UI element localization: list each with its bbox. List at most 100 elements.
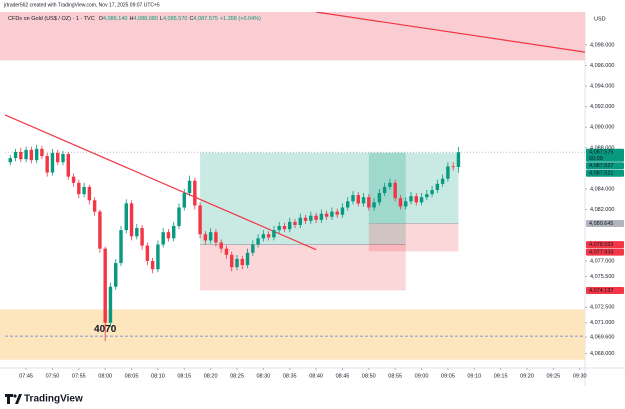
candle-body	[372, 202, 376, 208]
price-badge	[586, 169, 624, 177]
candle-body	[367, 197, 371, 208]
candle-body	[124, 203, 128, 231]
candle-body	[456, 152, 461, 167]
annotation: 4070	[94, 324, 117, 335]
candle-body	[156, 244, 160, 270]
y-tick-label: 4,098.000	[590, 42, 614, 48]
candle-body	[161, 232, 165, 245]
candle-body	[361, 197, 366, 204]
price-badge-label: 4,078.593	[589, 242, 613, 248]
price-badge	[586, 286, 624, 294]
candle-body	[187, 180, 192, 194]
trendline	[4, 114, 317, 251]
candle-body	[266, 234, 271, 238]
y-tick-label: 4,092.000	[590, 104, 614, 110]
x-tick-label: 07:55	[72, 373, 86, 379]
candle-body	[261, 234, 266, 239]
x-tick-label: 09:25	[546, 373, 560, 379]
candle-body	[82, 186, 86, 195]
plot	[0, 12, 585, 360]
candle-body	[277, 226, 281, 231]
candle-body	[193, 180, 197, 206]
candle-body	[135, 228, 139, 237]
x-tick-label: 08:35	[283, 373, 297, 379]
candle-body	[398, 198, 403, 207]
y-tick-label: 4,068.000	[590, 351, 614, 357]
candle-body	[340, 207, 345, 215]
logo-icon	[5, 394, 22, 404]
price-badge	[586, 241, 624, 249]
x-tick-label: 08:00	[98, 373, 112, 379]
position-profit	[368, 152, 459, 224]
x-tick-label: 08:15	[177, 373, 191, 379]
legend-key: H	[129, 16, 133, 22]
legend-key: C	[189, 16, 193, 22]
candle-body	[388, 182, 392, 187]
candle-body	[419, 197, 424, 203]
candle-body	[119, 230, 123, 264]
candle-body	[240, 258, 244, 266]
credit: jrtrader562 created with TradingView.com…	[3, 2, 160, 8]
currency: USD	[594, 16, 606, 22]
x-tick-label: 09:15	[494, 373, 508, 379]
candle-body	[108, 286, 113, 323]
price-badge-label: 4,087.527	[589, 163, 613, 169]
price-badge-label: 4,087.521	[589, 171, 613, 177]
candle-body	[293, 221, 297, 225]
price-badge-label: 4,080.645	[589, 221, 613, 227]
candle-body	[256, 238, 260, 245]
candle-body	[351, 195, 355, 202]
candle-body	[198, 205, 202, 235]
legend-value: 4,087.575	[193, 16, 217, 22]
y-tick-label: 4,084.000	[590, 186, 614, 192]
legend-key: O	[99, 16, 104, 22]
y-tick-label: 4,082.000	[590, 207, 614, 213]
candle-body	[145, 245, 150, 261]
candle-body	[8, 158, 12, 163]
candle-body	[288, 221, 292, 230]
price-badge-label: 4,087.575	[589, 150, 613, 156]
candle-body	[346, 201, 350, 208]
candle-body	[272, 230, 276, 238]
price-badge	[586, 148, 624, 162]
price-badge	[586, 248, 624, 256]
y-tick-label: 4,071.000	[590, 320, 614, 326]
candle-body	[303, 217, 308, 221]
candle-body	[92, 200, 97, 212]
candle-body	[77, 182, 81, 195]
candle-body	[451, 166, 455, 168]
x-tick-label: 08:55	[388, 373, 402, 379]
zone	[0, 12, 585, 61]
x-tick-label: 08:45	[336, 373, 350, 379]
trendline	[316, 12, 585, 53]
x-tick-label: 08:10	[151, 373, 165, 379]
candle-body	[19, 151, 23, 160]
x-tick-label: 07:45	[19, 373, 33, 379]
y-tick-label: 4,069.600	[590, 335, 614, 341]
candle-body	[166, 232, 171, 239]
candle-body	[140, 228, 144, 246]
candle-body	[425, 194, 429, 198]
candle-body	[319, 213, 324, 220]
candle-body	[245, 252, 250, 266]
y-tick-label: 4,077.000	[590, 258, 614, 264]
candle-body	[71, 176, 76, 183]
position-profit	[200, 152, 406, 245]
candle-body	[356, 195, 360, 204]
y-tick-label: 4,090.000	[590, 125, 614, 131]
y-tick-label: 4,075.500	[590, 274, 614, 280]
logo: TradingView	[5, 394, 83, 405]
legend-symbol: CFDs on Gold (US$ / OZ) · 1 · TVC	[8, 16, 95, 22]
candle-body	[335, 211, 339, 215]
candle-body	[235, 258, 239, 268]
position-loss	[200, 244, 406, 291]
candle-body	[66, 153, 70, 177]
candle-body	[182, 193, 186, 208]
x-tick-label: 08:40	[309, 373, 323, 379]
candle-body	[172, 226, 176, 239]
candle-body	[208, 232, 213, 241]
candle-body	[50, 152, 55, 173]
candle-body	[430, 190, 434, 195]
countdown: 00:09	[589, 156, 603, 162]
